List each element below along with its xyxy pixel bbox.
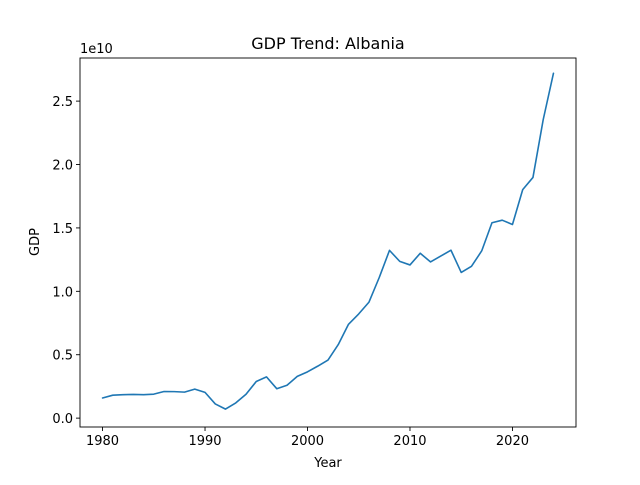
plot-frame <box>79 57 577 428</box>
y-axis-label: GDP <box>28 228 43 256</box>
y-tick-label: 1.5 <box>52 222 73 237</box>
y-tick-label: 2.0 <box>52 159 73 174</box>
x-axis-label: Year <box>313 456 342 471</box>
y-axis-offset-label: 1e10 <box>80 42 113 57</box>
y-tick-label: 0.5 <box>52 349 73 364</box>
x-tick-label: 2020 <box>496 434 529 449</box>
x-tick-label: 1980 <box>86 434 119 449</box>
y-tick-label: 0.0 <box>52 412 73 427</box>
y-tick-label: 1.0 <box>52 285 73 300</box>
chart-title: GDP Trend: Albania <box>251 34 404 53</box>
x-tick-label: 2010 <box>393 434 426 449</box>
y-tick-label: 2.5 <box>52 95 73 110</box>
plot-area: 1980 1990 2000 2010 2020 0.0 0.5 1.0 1.5 2.0 2.5 <box>52 57 577 449</box>
x-tick-label: 1990 <box>188 434 221 449</box>
x-tick-label: 2000 <box>291 434 324 449</box>
gdp-series-line <box>101 72 555 410</box>
